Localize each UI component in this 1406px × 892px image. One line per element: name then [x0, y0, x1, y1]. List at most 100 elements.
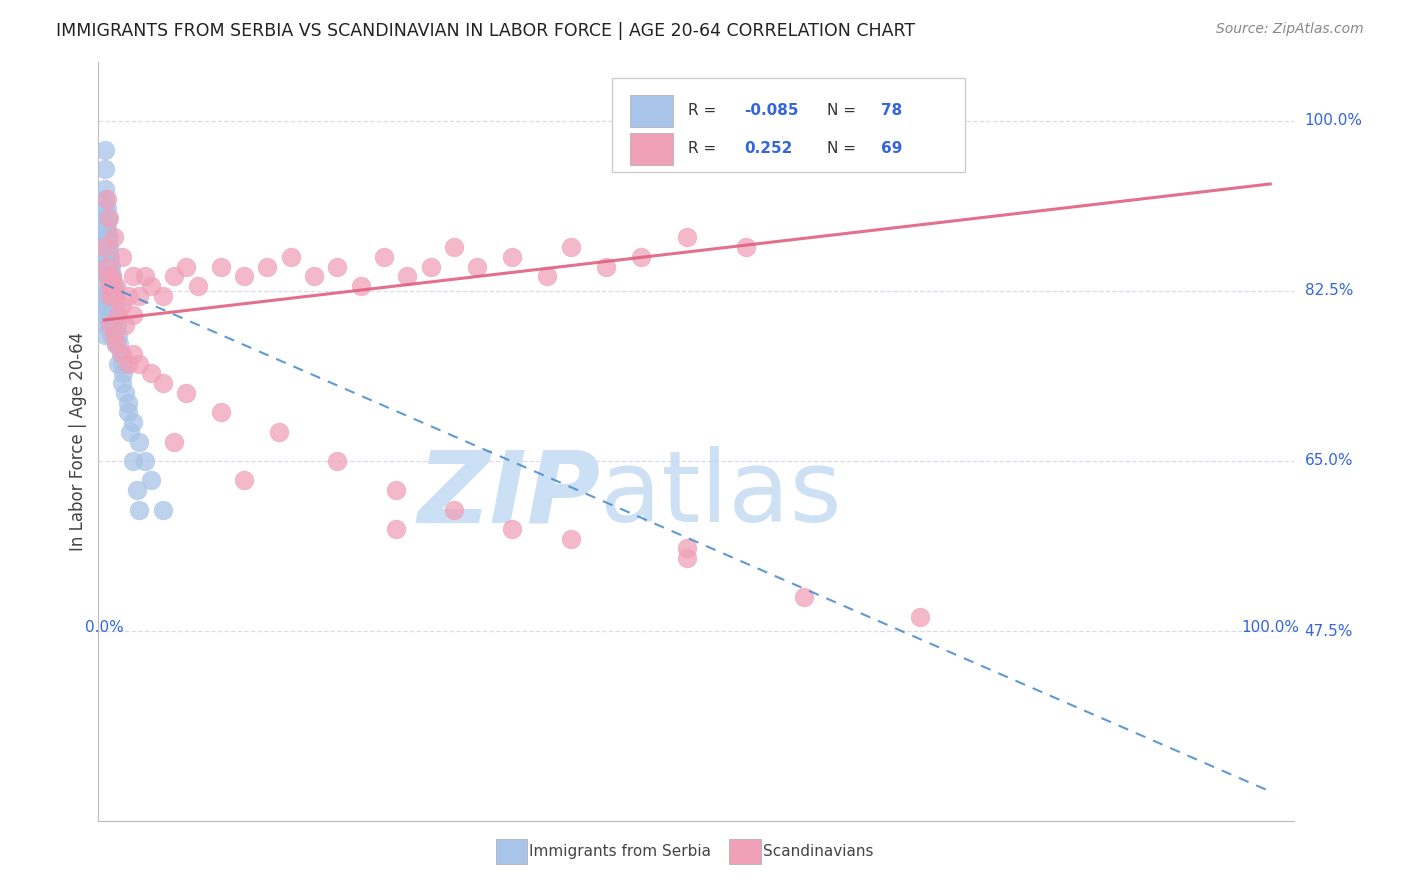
Point	[97, 269, 120, 284]
Text: 47.5%: 47.5%	[1305, 624, 1353, 639]
Point	[117, 357, 139, 371]
Point	[97, 289, 120, 303]
Point	[98, 279, 121, 293]
Point	[111, 250, 134, 264]
Point	[98, 318, 121, 332]
Point	[97, 230, 120, 244]
Point	[384, 522, 406, 536]
Point	[97, 230, 120, 244]
Point	[122, 308, 145, 322]
Point	[233, 269, 256, 284]
Point	[443, 502, 465, 516]
Point	[174, 260, 197, 274]
Point	[98, 250, 121, 264]
Point	[97, 211, 120, 225]
Point	[122, 415, 145, 429]
Point	[103, 289, 125, 303]
Point	[209, 260, 232, 274]
FancyBboxPatch shape	[613, 78, 965, 172]
Point	[104, 337, 127, 351]
Point	[100, 269, 122, 284]
Point	[96, 279, 118, 293]
Point	[373, 250, 395, 264]
Point	[118, 425, 141, 439]
Point	[98, 318, 121, 332]
Text: 78: 78	[882, 103, 903, 118]
FancyBboxPatch shape	[630, 133, 673, 165]
Text: R =: R =	[688, 141, 725, 155]
Point	[94, 240, 117, 254]
Point	[396, 269, 419, 284]
Point	[104, 279, 127, 293]
Point	[97, 260, 120, 274]
Point	[103, 279, 125, 293]
Point	[734, 240, 756, 254]
Point	[97, 240, 120, 254]
Point	[97, 279, 120, 293]
Point	[114, 386, 136, 401]
Point	[111, 376, 134, 391]
Point	[96, 201, 118, 215]
Y-axis label: In Labor Force | Age 20-64: In Labor Force | Age 20-64	[69, 332, 87, 551]
Point	[122, 454, 145, 468]
Point	[94, 220, 117, 235]
FancyBboxPatch shape	[730, 839, 761, 863]
Point	[94, 230, 117, 244]
Point	[96, 220, 118, 235]
Point	[122, 269, 145, 284]
Point	[595, 260, 617, 274]
Point	[117, 289, 139, 303]
Point	[100, 260, 122, 274]
Point	[134, 454, 156, 468]
Point	[676, 541, 699, 556]
Point	[256, 260, 278, 274]
Point	[910, 609, 932, 624]
Point	[101, 279, 124, 293]
Point	[94, 143, 117, 157]
Point	[96, 260, 118, 274]
Point	[101, 269, 124, 284]
Text: 100.0%: 100.0%	[1241, 620, 1299, 635]
Point	[139, 279, 162, 293]
Point	[280, 250, 302, 264]
Point	[97, 269, 120, 284]
Point	[97, 308, 120, 322]
Point	[501, 522, 523, 536]
Point	[96, 260, 118, 274]
Text: N =: N =	[827, 103, 862, 118]
Point	[96, 250, 118, 264]
Point	[326, 454, 349, 468]
Point	[152, 376, 174, 391]
Point	[114, 318, 136, 332]
Point	[793, 590, 815, 604]
Point	[94, 182, 117, 196]
Point	[233, 474, 256, 488]
Point	[384, 483, 406, 497]
Point	[111, 298, 134, 312]
FancyBboxPatch shape	[630, 95, 673, 127]
Point	[96, 240, 118, 254]
Text: Immigrants from Serbia: Immigrants from Serbia	[529, 844, 710, 859]
Point	[96, 289, 118, 303]
Point	[94, 162, 117, 177]
Text: atlas: atlas	[600, 446, 842, 543]
Point	[125, 483, 148, 497]
Point	[117, 395, 139, 409]
Point	[100, 279, 122, 293]
Point	[97, 260, 120, 274]
Point	[128, 434, 150, 449]
Point	[96, 269, 118, 284]
Point	[94, 327, 117, 342]
Point	[105, 318, 128, 332]
Point	[97, 240, 120, 254]
Text: 69: 69	[882, 141, 903, 155]
Point	[152, 289, 174, 303]
Text: 0.252: 0.252	[744, 141, 792, 155]
Point	[139, 367, 162, 381]
Point	[117, 405, 139, 419]
Point	[103, 289, 125, 303]
Point	[101, 269, 124, 284]
Point	[107, 308, 129, 322]
Point	[97, 211, 120, 225]
Point	[110, 347, 132, 361]
